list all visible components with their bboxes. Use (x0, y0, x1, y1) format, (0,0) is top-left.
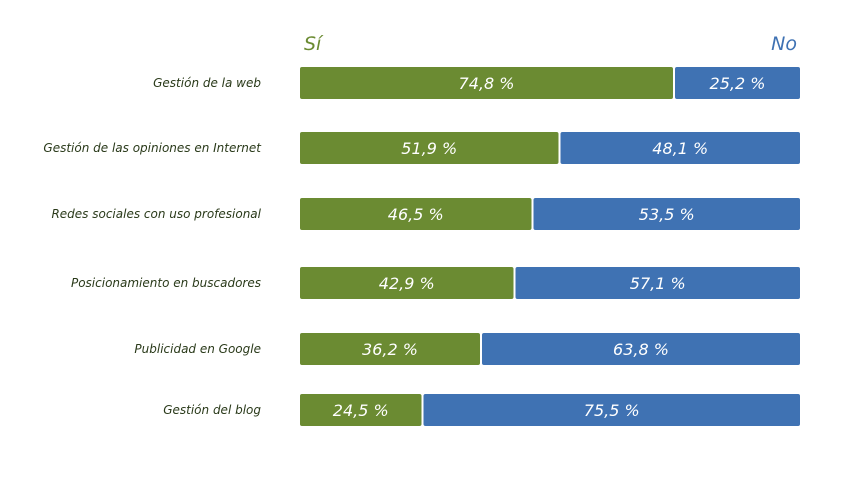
bar-segment-si (300, 394, 422, 426)
value-label: 25,2 % (710, 74, 766, 93)
bar-segment-no (560, 132, 800, 164)
bar-segment-no (675, 67, 800, 99)
bar-segment-si (300, 198, 532, 230)
bar-rows: Gestión de la web 74,8 % 25,2 %Gestión de … (43, 67, 800, 426)
value-label: 63,8 % (613, 340, 669, 359)
bar-segment-si (300, 67, 673, 99)
bar-row: Publicidad en Google 36,2 % 63,8 % (134, 333, 800, 365)
bar-segment-si (300, 132, 559, 164)
category-label: Gestión de la web (153, 76, 261, 90)
value-label: 46,5 % (388, 205, 444, 224)
bar-segment-no (423, 394, 800, 426)
value-label: 42,9 % (379, 274, 435, 293)
category-label: Posicionamiento en buscadores (71, 276, 261, 290)
value-label: 74,8 % (459, 74, 515, 93)
series-header-si: Sí (304, 33, 324, 55)
category-label: Publicidad en Google (134, 342, 261, 356)
value-label: 57,1 % (630, 274, 686, 293)
bar-segment-no (482, 333, 800, 365)
bar-row: Gestión de la web 74,8 % 25,2 % (153, 67, 800, 99)
category-label: Gestión del blog (163, 403, 261, 417)
bar-segment-si (300, 333, 480, 365)
value-label: 48,1 % (652, 139, 708, 158)
category-label: Gestión de las opiniones en Internet (43, 141, 262, 155)
bar-row: Gestión de las opiniones en Internet 51,9… (43, 132, 800, 164)
bar-row: Posicionamiento en buscadores 42,9 % 57,1 … (71, 267, 800, 299)
bar-row: Redes sociales con uso profesional 46,5 %… (51, 198, 800, 230)
value-label: 36,2 % (362, 340, 418, 359)
series-headers: Sí No (304, 33, 797, 55)
category-label: Redes sociales con uso profesional (51, 207, 261, 221)
value-label: 51,9 % (401, 139, 457, 158)
value-label: 75,5 % (584, 401, 640, 420)
series-header-no: No (771, 33, 797, 55)
bar-segment-si (300, 267, 514, 299)
bar-segment-no (515, 267, 800, 299)
bar-segment-no (533, 198, 800, 230)
value-label: 24,5 % (333, 401, 389, 420)
value-label: 53,5 % (639, 205, 695, 224)
bar-row: Gestión del blog 24,5 % 75,5 % (163, 394, 800, 426)
